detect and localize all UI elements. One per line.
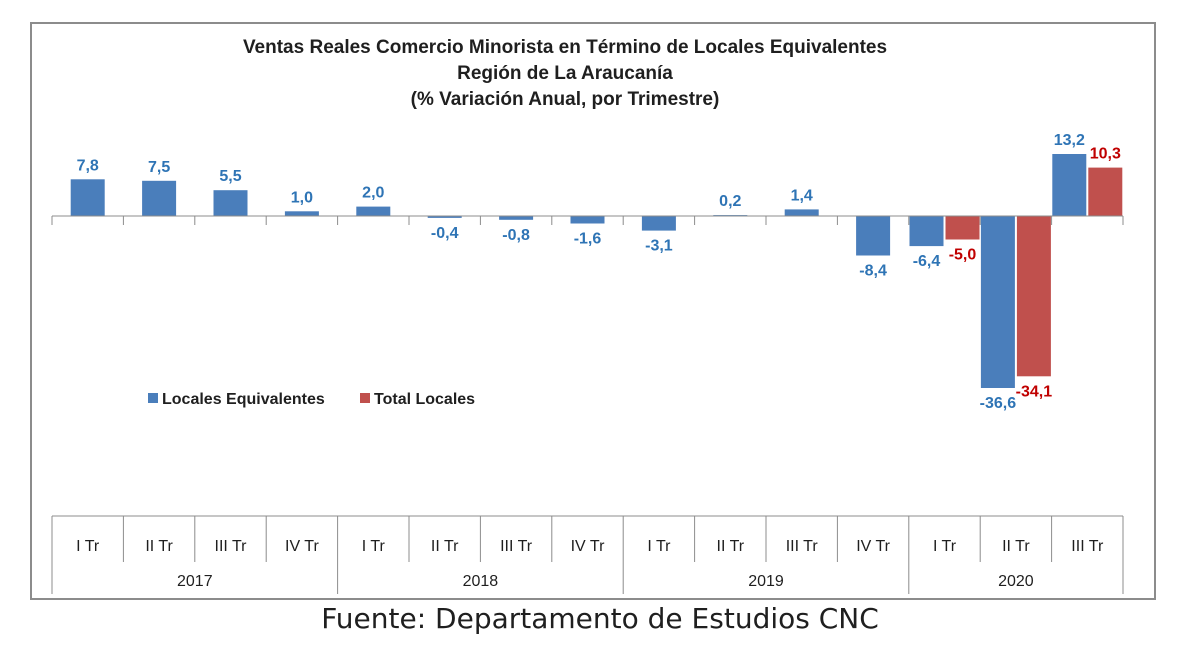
value-label-total-locales-13: -34,1 — [1016, 383, 1053, 400]
legend-swatch-locales-equivalentes — [148, 393, 158, 403]
value-label-total-locales-14: 10,3 — [1090, 146, 1121, 163]
group-label-2020: 2020 — [998, 573, 1034, 590]
value-label-locales-equivalentes-8: -3,1 — [645, 238, 673, 255]
legend-label-total-locales: Total Locales — [374, 391, 475, 408]
category-tick-label-10: III Tr — [786, 538, 819, 555]
bar-locales-equivalentes-2 — [213, 190, 248, 217]
category-tick-label-4: I Tr — [362, 538, 386, 555]
category-tick-label-8: I Tr — [647, 538, 671, 555]
source-note: Fuente: Departamento de Estudios CNC — [321, 602, 879, 635]
value-label-total-locales-12: -5,0 — [949, 247, 977, 264]
value-label-locales-equivalentes-2: 5,5 — [219, 168, 241, 185]
value-label-locales-equivalentes-14: 13,2 — [1054, 132, 1085, 149]
value-label-locales-equivalentes-4: 2,0 — [362, 185, 384, 202]
value-label-locales-equivalentes-9: 0,2 — [719, 193, 741, 210]
value-label-locales-equivalentes-1: 7,5 — [148, 159, 170, 176]
legend: Locales Equivalentes Total Locales — [148, 391, 475, 408]
chart-title-line-2: Región de La Araucanía — [457, 63, 673, 84]
chart-frame: Ventas Reales Comercio Minorista en Térm… — [30, 22, 1156, 600]
bar-locales-equivalentes-12 — [909, 216, 944, 247]
bars-layer — [70, 154, 1123, 388]
bar-locales-equivalentes-8 — [641, 216, 676, 231]
value-label-locales-equivalentes-7: -1,6 — [574, 231, 602, 248]
category-tick-label-13: II Tr — [1002, 538, 1030, 555]
group-label-2019: 2019 — [748, 573, 784, 590]
value-label-locales-equivalentes-3: 1,0 — [291, 189, 313, 206]
category-tick-label-7: IV Tr — [571, 538, 605, 555]
chart-title-line-1: Ventas Reales Comercio Minorista en Térm… — [243, 37, 887, 58]
bar-total-locales-12 — [945, 216, 980, 240]
value-label-locales-equivalentes-12: -6,4 — [913, 253, 941, 270]
bar-locales-equivalentes-10 — [784, 209, 819, 216]
bar-locales-equivalentes-6 — [499, 216, 534, 220]
bar-locales-equivalentes-14 — [1052, 154, 1087, 216]
value-labels-layer: 7,8 7,5 5,5 1,0 2,0 -0,4 -0,8 -1,6 -3,1 0,2 1,4 -8,… — [77, 132, 1121, 412]
category-tick-label-14: III Tr — [1071, 538, 1104, 555]
bar-locales-equivalentes-13 — [980, 216, 1015, 388]
bar-locales-equivalentes-1 — [142, 180, 177, 217]
chart-title: Ventas Reales Comercio Minorista en Térm… — [243, 37, 887, 110]
value-label-locales-equivalentes-0: 7,8 — [77, 157, 99, 174]
value-label-locales-equivalentes-10: 1,4 — [791, 187, 813, 204]
chart-svg: Ventas Reales Comercio Minorista en Térm… — [51, 37, 1124, 594]
bar-total-locales-14 — [1088, 167, 1123, 216]
category-tick-label-11: IV Tr — [856, 538, 890, 555]
value-label-locales-equivalentes-11: -8,4 — [859, 263, 887, 280]
category-tick-label-12: I Tr — [933, 538, 957, 555]
group-label-2018: 2018 — [463, 573, 499, 590]
chart-title-line-3: (% Variación Anual, por Trimestre) — [411, 89, 720, 110]
bar-locales-equivalentes-11 — [856, 216, 891, 256]
category-tick-label-6: III Tr — [500, 538, 533, 555]
category-tick-label-9: II Tr — [717, 538, 745, 555]
value-label-locales-equivalentes-6: -0,8 — [502, 227, 530, 244]
category-tick-label-1: II Tr — [145, 538, 173, 555]
bar-locales-equivalentes-3 — [284, 211, 319, 216]
category-tick-label-2: III Tr — [215, 538, 248, 555]
category-tick-label-0: I Tr — [76, 538, 100, 555]
category-tick-label-3: IV Tr — [285, 538, 319, 555]
value-label-locales-equivalentes-13: -36,6 — [980, 395, 1017, 412]
bar-locales-equivalentes-0 — [70, 179, 105, 216]
bar-locales-equivalentes-7 — [570, 216, 605, 224]
group-label-2017: 2017 — [177, 573, 213, 590]
bar-total-locales-13 — [1016, 216, 1051, 377]
category-tick-label-5: II Tr — [431, 538, 459, 555]
bar-locales-equivalentes-4 — [356, 206, 391, 216]
value-label-locales-equivalentes-5: -0,4 — [431, 225, 459, 242]
legend-swatch-total-locales — [360, 393, 370, 403]
legend-label-locales-equivalentes: Locales Equivalentes — [162, 391, 325, 408]
bar-locales-equivalentes-5 — [427, 216, 462, 218]
category-axis: I Tr II Tr III Tr IV Tr I Tr II Tr III Tr IV Tr… — [51, 215, 1124, 594]
